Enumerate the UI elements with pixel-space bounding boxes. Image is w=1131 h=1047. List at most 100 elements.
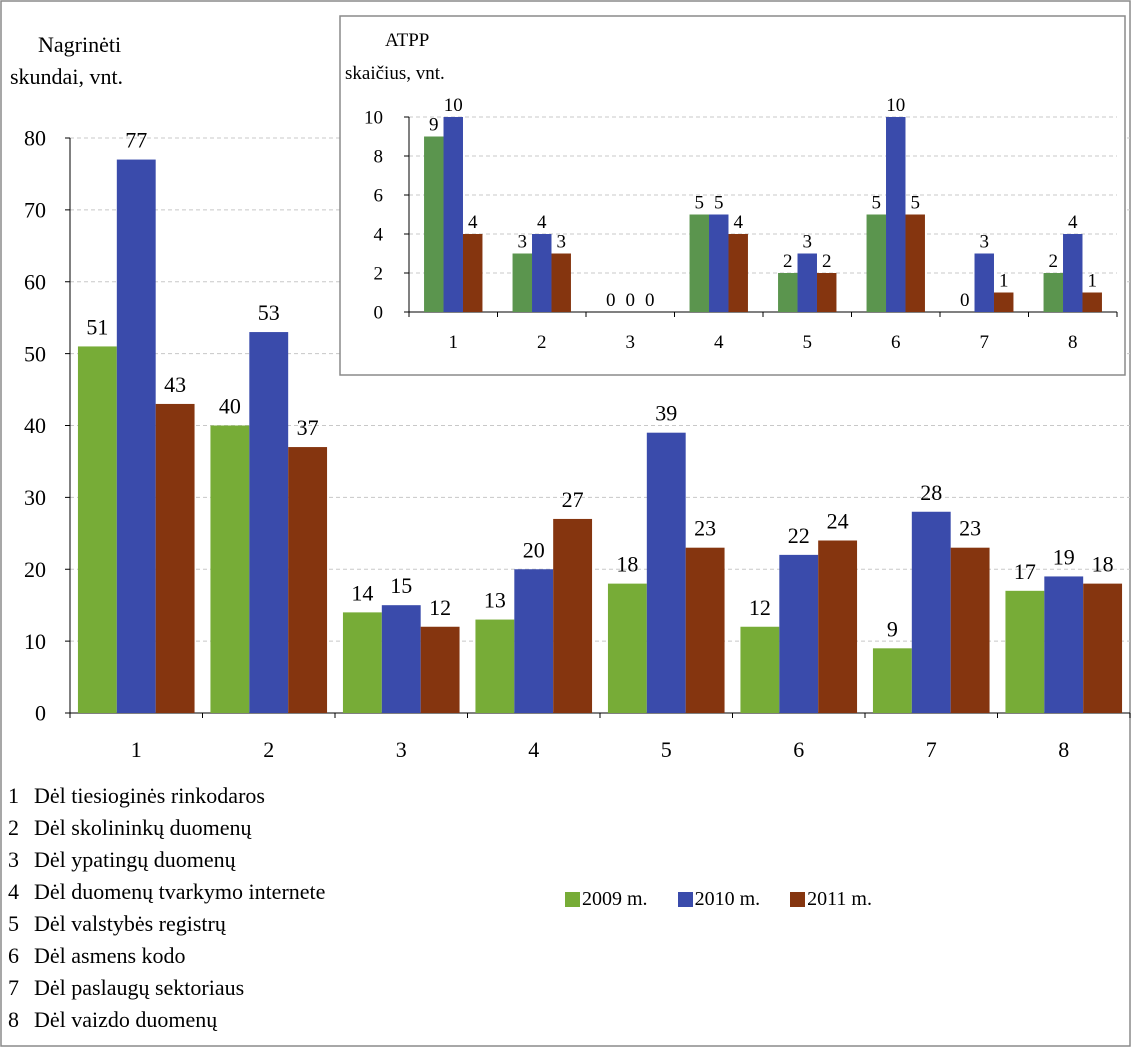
main-data-label: 27 bbox=[562, 487, 584, 512]
main-y-tick-label: 40 bbox=[24, 413, 46, 438]
category-key-text: Dėl vaizdo duomenų bbox=[34, 1007, 218, 1032]
category-key: 1 Dėl tiesioginės rinkodaros 2 Dėl skolini… bbox=[8, 780, 325, 1036]
inset-bar bbox=[551, 253, 571, 312]
inset-data-label: 1 bbox=[1087, 271, 1097, 292]
main-data-label: 18 bbox=[1092, 552, 1114, 577]
main-bar bbox=[911, 511, 951, 713]
category-key-item: 2 Dėl skolininkų duomenų bbox=[8, 812, 325, 844]
main-y-tick-label: 0 bbox=[35, 701, 46, 726]
inset-bar bbox=[974, 253, 994, 312]
inset-bar bbox=[886, 117, 906, 312]
main-bar bbox=[740, 626, 780, 713]
inset-data-label: 1 bbox=[999, 271, 1009, 292]
category-key-text: Dėl ypatingų duomenų bbox=[34, 847, 236, 872]
inset-data-label: 5 bbox=[910, 193, 920, 214]
main-bar bbox=[872, 648, 912, 713]
main-bar bbox=[475, 619, 515, 713]
inset-y-axis-title: skaičius, vnt. bbox=[345, 63, 445, 84]
inset-bar bbox=[993, 292, 1014, 312]
main-bar bbox=[818, 540, 858, 713]
inset-data-label: 10 bbox=[886, 95, 905, 116]
inset-data-label: 2 bbox=[822, 251, 832, 272]
category-key-number: 7 bbox=[8, 975, 19, 1000]
category-key-item: 7 Dėl paslaugų sektoriaus bbox=[8, 972, 325, 1004]
inset-y-axis-title: ATPP bbox=[385, 30, 429, 51]
main-data-label: 23 bbox=[694, 516, 716, 541]
main-y-axis-title: skundai, vnt. bbox=[10, 64, 123, 89]
inset-data-label: 5 bbox=[714, 193, 724, 214]
inset-data-label: 4 bbox=[468, 212, 478, 233]
main-bar bbox=[77, 346, 117, 713]
main-data-label: 53 bbox=[258, 300, 280, 325]
inset-bar bbox=[866, 214, 887, 312]
main-y-tick-label: 30 bbox=[24, 485, 46, 510]
inset-bar bbox=[512, 253, 533, 312]
main-x-tick-label: 5 bbox=[661, 737, 672, 762]
main-data-label: 20 bbox=[523, 537, 545, 562]
category-key-text: Dėl paslaugų sektoriaus bbox=[34, 975, 245, 1000]
main-bar bbox=[249, 332, 289, 713]
inset-bar bbox=[1043, 273, 1064, 312]
main-bar bbox=[950, 547, 990, 713]
inset-x-tick-label: 2 bbox=[537, 332, 547, 353]
legend-swatch bbox=[790, 892, 806, 907]
inset-bar bbox=[905, 214, 925, 312]
inset-data-label: 4 bbox=[733, 212, 743, 233]
inset-data-label: 0 bbox=[626, 290, 636, 311]
category-key-item: 5 Dėl valstybės registrų bbox=[8, 908, 325, 940]
main-bar bbox=[155, 403, 195, 713]
main-y-tick-label: 20 bbox=[24, 557, 46, 582]
inset-data-label: 5 bbox=[872, 193, 882, 214]
main-x-tick-label: 1 bbox=[131, 737, 142, 762]
main-bar bbox=[779, 554, 819, 713]
inset-data-label: 3 bbox=[803, 232, 813, 253]
category-key-item: 3 Dėl ypatingų duomenų bbox=[8, 844, 325, 876]
category-key-number: 1 bbox=[8, 783, 19, 808]
inset-data-label: 4 bbox=[537, 212, 547, 233]
main-data-label: 17 bbox=[1014, 559, 1036, 584]
inset-data-label: 0 bbox=[606, 290, 616, 311]
category-key-text: Dėl valstybės registrų bbox=[34, 911, 226, 936]
main-x-tick-label: 6 bbox=[793, 737, 804, 762]
main-data-label: 23 bbox=[959, 516, 981, 541]
category-key-item: 4 Dėl duomenų tvarkymo internete bbox=[8, 876, 325, 908]
main-x-tick-label: 3 bbox=[396, 737, 407, 762]
main-y-tick-label: 10 bbox=[24, 629, 46, 654]
inset-bar bbox=[797, 253, 817, 312]
inset-data-label: 2 bbox=[1049, 251, 1059, 272]
main-data-label: 22 bbox=[788, 523, 810, 548]
main-bar bbox=[646, 432, 686, 713]
legend-item-2010: 2010 m. bbox=[677, 888, 760, 911]
inset-y-tick-label: 4 bbox=[374, 225, 384, 246]
main-data-label: 12 bbox=[749, 595, 771, 620]
inset-bar bbox=[1082, 292, 1102, 312]
legend-swatch bbox=[565, 892, 580, 907]
inset-bar bbox=[532, 234, 552, 312]
category-key-item: 6 Dėl asmens kodo bbox=[8, 940, 325, 972]
category-key-text: Dėl duomenų tvarkymo internete bbox=[34, 879, 326, 904]
main-bar bbox=[607, 583, 647, 713]
main-bar bbox=[1083, 583, 1123, 713]
category-key-number: 6 bbox=[8, 943, 19, 968]
category-key-number: 2 bbox=[8, 815, 19, 840]
inset-data-label: 9 bbox=[429, 115, 439, 136]
main-y-tick-label: 60 bbox=[24, 269, 46, 294]
main-y-axis-title: Nagrinėti bbox=[38, 32, 121, 57]
category-key-number: 3 bbox=[8, 847, 19, 872]
main-data-label: 15 bbox=[390, 573, 412, 598]
inset-x-tick-label: 6 bbox=[891, 332, 901, 353]
main-bar bbox=[288, 447, 328, 713]
inset-x-tick-label: 1 bbox=[449, 332, 459, 353]
category-key-text: Dėl asmens kodo bbox=[34, 943, 186, 968]
inset-data-label: 0 bbox=[960, 290, 970, 311]
main-x-tick-label: 4 bbox=[528, 737, 539, 762]
category-key-item: 8 Dėl vaizdo duomenų bbox=[8, 1004, 325, 1036]
main-bar bbox=[1005, 590, 1045, 713]
inset-y-tick-label: 6 bbox=[374, 186, 384, 207]
main-bar bbox=[342, 612, 382, 713]
legend-label: 2011 m. bbox=[807, 888, 872, 910]
main-bar bbox=[1044, 576, 1084, 713]
inset-x-tick-label: 8 bbox=[1068, 332, 1078, 353]
inset-bar bbox=[1063, 234, 1083, 312]
